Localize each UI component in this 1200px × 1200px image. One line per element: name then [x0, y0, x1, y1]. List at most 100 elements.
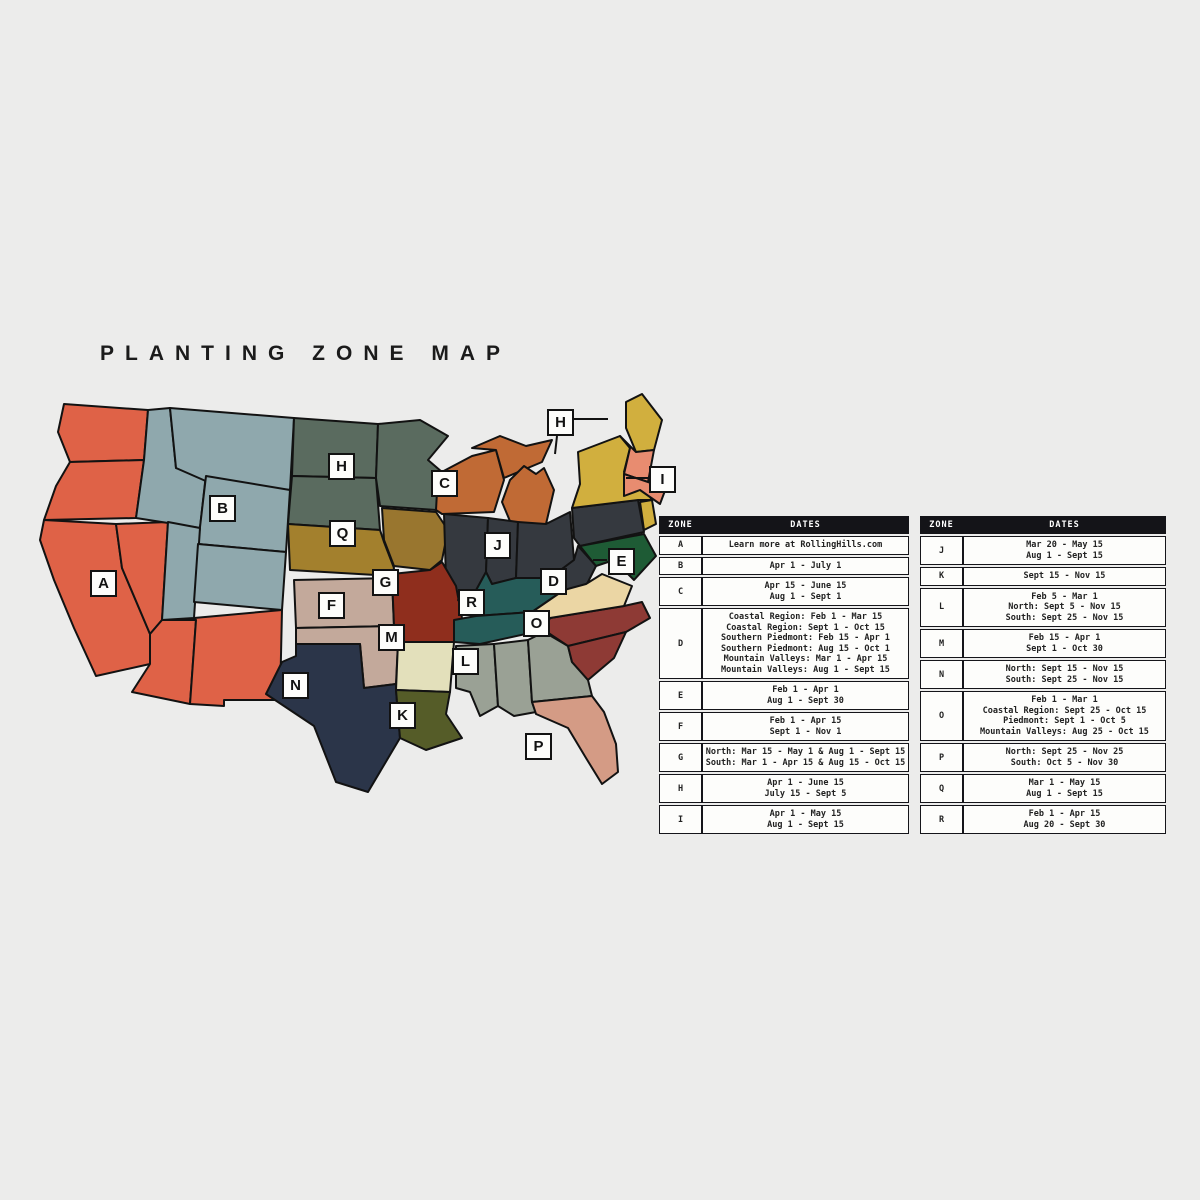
zone-label-e: E [608, 548, 635, 575]
table-row: A Learn more at RollingHills.com [659, 536, 909, 555]
dates-line: North: Sept 25 - Nov 25 [1005, 747, 1124, 757]
dates-cell: Feb 1 - Apr 15 Sept 1 - Nov 1 [703, 713, 908, 740]
dates-column-header: DATES [790, 520, 821, 530]
dates-line: Sept 1 - Nov 1 [769, 726, 842, 737]
table-row: N North: Sept 15 - Nov 15 South: Sept 25… [920, 660, 1166, 689]
dates-line: Coastal Region: Feb 1 - Mar 15 [728, 612, 883, 622]
dates-line: Aug 20 - Sept 30 [1023, 819, 1106, 830]
zone-column-header: ZONE [668, 520, 693, 530]
zone-label-h-plains: H [328, 453, 355, 480]
zone-label-h-northeast: H [547, 409, 574, 436]
zone-dates-table-right: ZONE DATES J Mar 20 - May 15 Aug 1 - Sep… [920, 516, 1166, 836]
dates-line: North: Sept 5 - Nov 15 [1008, 602, 1121, 612]
dates-cell: Mar 20 - May 15 Aug 1 - Sept 15 [964, 537, 1165, 564]
state-utah [161, 521, 201, 621]
zone-label-n: N [282, 672, 309, 699]
dates-column-header: DATES [1049, 520, 1080, 530]
dates-line: Coastal Region: Sept 25 - Oct 15 [982, 705, 1147, 716]
table-row: R Feb 1 - Apr 15 Aug 20 - Sept 30 [920, 805, 1166, 834]
zone-cell: B [660, 557, 703, 574]
zone-cell: C [660, 578, 703, 605]
dates-line: Piedmont: Sept 1 - Oct 5 [1003, 716, 1126, 726]
dates-line: July 15 - Sept 5 [764, 788, 847, 799]
dates-cell: Feb 1 - Apr 15 Aug 20 - Sept 30 [964, 806, 1165, 833]
dates-cell: Mar 1 - May 15 Aug 1 - Sept 15 [964, 775, 1165, 802]
zone-label-q: Q [329, 520, 356, 547]
table-row: B Apr 1 - July 1 [659, 556, 909, 575]
dates-line: Mar 20 - May 15 [1026, 540, 1103, 550]
zone-column-header: ZONE [929, 520, 954, 530]
zone-cell: K [921, 568, 964, 585]
state-south-carolina [567, 631, 627, 681]
table-row: F Feb 1 - Apr 15 Sept 1 - Nov 1 [659, 712, 909, 741]
state-maine [625, 393, 663, 453]
dates-line: Feb 1 - Apr 1 [772, 685, 839, 695]
zone-label-a: A [90, 570, 117, 597]
table-row: P North: Sept 25 - Nov 25 South: Oct 5 -… [920, 743, 1166, 772]
zone-label-j: J [484, 532, 511, 559]
zone-cell: L [921, 588, 964, 626]
dates-cell: North: Sept 25 - Nov 25 South: Oct 5 - N… [964, 744, 1165, 771]
dates-line: Feb 1 - Apr 15 [1028, 809, 1101, 819]
dates-line: North: Mar 15 - May 1 & Aug 1 - Sept 15 [705, 747, 906, 757]
table-header: ZONE DATES [659, 516, 909, 534]
dates-line: Southern Piedmont: Feb 15 - Apr 1 [721, 633, 890, 643]
zone-label-o: O [523, 610, 550, 637]
dates-cell: Learn more at RollingHills.com [703, 537, 908, 554]
zone-label-l: L [452, 648, 479, 675]
dates-line: Southern Piedmont: Aug 15 - Oct 1 [721, 643, 890, 654]
zone-label-f: F [318, 592, 345, 619]
dates-line: South: Mar 1 - Apr 15 & Aug 15 - Oct 15 [705, 757, 906, 768]
zone-cell: I [660, 806, 703, 833]
zone-cell: M [921, 630, 964, 657]
dates-line: South: Sept 25 - Nov 15 [1005, 612, 1124, 623]
table-header: ZONE DATES [920, 516, 1166, 534]
dates-line: Mountain Valleys: Aug 1 - Sept 15 [721, 664, 890, 675]
table-row: D Coastal Region: Feb 1 - Mar 15 Coastal… [659, 608, 909, 679]
zone-label-k: K [389, 702, 416, 729]
table-row: J Mar 20 - May 15 Aug 1 - Sept 15 [920, 536, 1166, 565]
zone-cell: J [921, 537, 964, 564]
dates-line: Feb 1 - Mar 1 [1031, 695, 1098, 705]
dates-line: Aug 1 - Sept 30 [767, 695, 844, 706]
state-virginia [531, 573, 633, 619]
state-washington [57, 403, 149, 463]
zone-cell: A [660, 537, 703, 554]
dates-line: Aug 1 - Sept 15 [767, 819, 844, 830]
dates-line: Aug 1 - Sept 15 [1026, 788, 1103, 799]
dates-cell: Apr 1 - May 15 Aug 1 - Sept 15 [703, 806, 908, 833]
zone-label-d: D [540, 568, 567, 595]
state-new-mexico [189, 609, 283, 707]
dates-line: Coastal Region: Sept 1 - Oct 15 [726, 622, 885, 633]
dates-line: Feb 1 - Apr 15 [769, 716, 842, 726]
zone-cell: R [921, 806, 964, 833]
table-row: L Feb 5 - Mar 1 North: Sept 5 - Nov 15 S… [920, 587, 1166, 627]
zone-cell: H [660, 775, 703, 802]
dates-line: Apr 1 - July 1 [769, 560, 842, 571]
us-planting-zone-map: A B C D E F G H H I J K L M N O P Q R [28, 388, 676, 808]
dates-line: Apr 1 - June 15 [767, 778, 844, 788]
dates-line: Learn more at RollingHills.com [728, 540, 883, 550]
state-michigan [501, 465, 555, 527]
leader-line-h-to-newyork [554, 435, 558, 455]
zone-cell: N [921, 661, 964, 688]
dates-line: Mar 1 - May 15 [1028, 778, 1101, 788]
table-row: G North: Mar 15 - May 1 & Aug 1 - Sept 1… [659, 743, 909, 772]
table-row: O Feb 1 - Mar 1 Coastal Region: Sept 25 … [920, 691, 1166, 741]
dates-line: South: Sept 25 - Nov 15 [1005, 674, 1124, 685]
dates-line: Apr 1 - May 15 [769, 809, 842, 819]
table-row: E Feb 1 - Apr 1 Aug 1 - Sept 30 [659, 681, 909, 710]
zone-cell: P [921, 744, 964, 771]
page-title: PLANTING ZONE MAP [100, 342, 511, 365]
zone-cell: F [660, 713, 703, 740]
dates-line: Feb 5 - Mar 1 [1031, 591, 1098, 602]
table-row: K Sept 15 - Nov 15 [920, 567, 1166, 586]
state-florida [531, 695, 619, 785]
dates-cell: Apr 15 - June 15 Aug 1 - Sept 1 [703, 578, 908, 605]
table-row: C Apr 15 - June 15 Aug 1 - Sept 1 [659, 577, 909, 606]
dates-cell: North: Sept 15 - Nov 15 South: Sept 25 -… [964, 661, 1165, 688]
zone-label-p: P [525, 733, 552, 760]
table-row: H Apr 1 - June 15 July 15 - Sept 5 [659, 774, 909, 803]
zone-cell: Q [921, 775, 964, 802]
